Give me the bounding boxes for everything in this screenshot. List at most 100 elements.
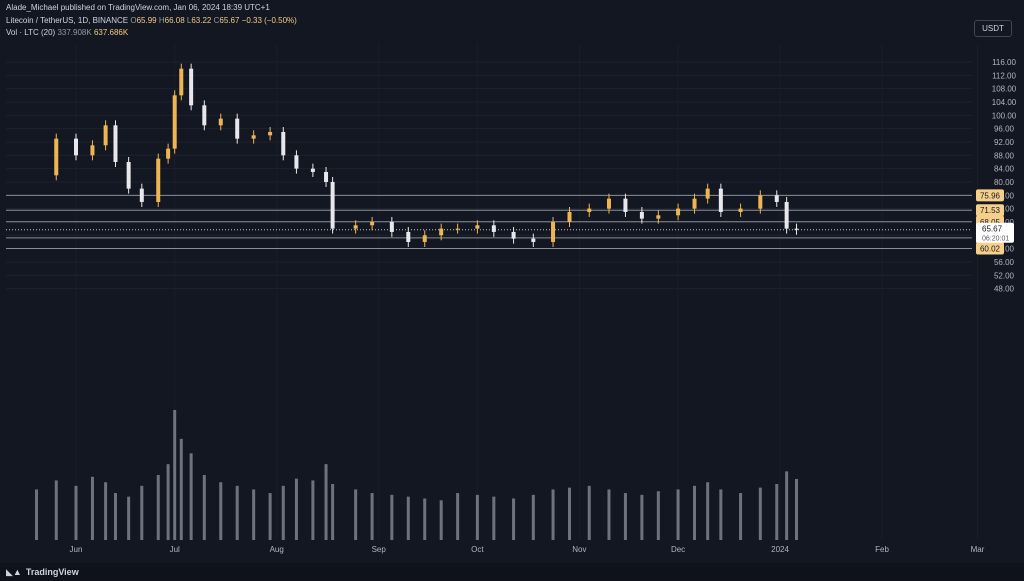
volume-bar <box>531 494 535 540</box>
candle-body <box>422 235 427 242</box>
y-tick-label: 88.00 <box>994 151 1015 160</box>
volume-bar <box>354 489 358 540</box>
brand-label: TradingView <box>25 567 79 577</box>
volume-bar <box>706 482 710 540</box>
candle-body <box>491 225 496 232</box>
y-tick-label: 76.00 <box>994 191 1015 200</box>
volume-bar <box>785 471 789 540</box>
volume-bar <box>311 480 315 540</box>
candle-body <box>738 208 743 212</box>
candle-body <box>606 198 611 209</box>
x-tick-label: Jun <box>70 545 83 554</box>
y-tick-label: 72.00 <box>994 205 1015 214</box>
x-tick-label: 2024 <box>771 545 789 554</box>
volume-bar <box>202 475 206 540</box>
volume-bar <box>219 482 223 540</box>
candle-body <box>794 228 799 230</box>
close-label: C <box>213 16 220 25</box>
candles-layer <box>54 63 799 247</box>
y-tick-label: 80.00 <box>994 178 1015 187</box>
volume-line: Vol · LTC (20) 337.908K 637.686K <box>6 28 128 37</box>
volume-bar <box>189 453 193 540</box>
tradingview-brand[interactable]: ◣▲ TradingView <box>6 567 79 578</box>
volume-bar <box>475 494 479 540</box>
volume-bar <box>406 496 410 540</box>
ohlc-line: Litecoin / TetherUS, 1D, BINANCE O65.99 … <box>6 16 297 25</box>
volume-bar <box>390 494 394 540</box>
candle-body <box>406 231 411 242</box>
level-badge-label: 71.53 <box>980 206 1001 215</box>
price-chart[interactable]: 116.00 112.00 108.00 104.00 100.00 96.00 92.00… <box>0 0 1024 563</box>
y-tick-label: 92.00 <box>994 138 1015 147</box>
y-tick-label: 100.00 <box>992 111 1017 120</box>
high-label: H <box>158 16 165 25</box>
y-tick-label: 52.00 <box>994 271 1015 280</box>
candle-body <box>439 228 444 236</box>
candle-body <box>235 118 240 139</box>
volume-bar <box>423 498 427 540</box>
level-badge-label: 60.02 <box>980 245 1001 254</box>
y-tick-label: 84.00 <box>994 165 1015 174</box>
volume-layer <box>35 410 799 540</box>
candle-body <box>189 68 194 106</box>
close-value: 65.67 <box>219 16 240 25</box>
candle-body <box>202 105 207 126</box>
volume-bar <box>623 493 627 540</box>
volume-bar <box>640 494 644 540</box>
volume-bar <box>324 464 328 540</box>
volume-bar <box>235 485 239 540</box>
candle-body <box>179 68 184 96</box>
volume-bar <box>268 493 272 540</box>
volume-bar <box>551 489 555 540</box>
volume-bar <box>607 489 611 540</box>
currency-chip[interactable]: USDT <box>974 20 1012 37</box>
level-badge <box>976 204 1004 217</box>
volume-bar <box>179 438 183 540</box>
y-tick-label: 68.00 <box>994 218 1015 227</box>
volume-bar <box>587 485 591 540</box>
volume-bar <box>156 475 160 540</box>
candle-body <box>511 231 516 239</box>
volume-label: Vol · LTC (20) <box>6 28 56 37</box>
candle-body <box>54 138 59 176</box>
volume-bar <box>568 487 571 540</box>
countdown-label: 06:20:01 <box>982 236 1009 243</box>
volume-bar <box>656 491 660 540</box>
level-badge-label: 68.05 <box>980 218 1001 227</box>
y-tick-label: 104.00 <box>992 98 1017 107</box>
volume-bar <box>331 484 335 540</box>
candle-body <box>784 201 789 229</box>
candle-body <box>156 158 161 202</box>
volume-value-2: 637.686K <box>93 28 129 37</box>
volume-bar <box>492 496 496 540</box>
volume-bar <box>456 493 460 540</box>
candle-body <box>676 208 681 216</box>
y-tick-label: 108.00 <box>992 85 1017 94</box>
candle-body <box>218 118 223 126</box>
candle-body <box>639 211 644 219</box>
candle-body <box>551 221 556 242</box>
x-tick-label: Sep <box>372 545 387 554</box>
publisher-line: Alade_Michael published on TradingView.c… <box>6 3 270 12</box>
candle-body <box>455 228 460 230</box>
candle-body <box>623 198 628 212</box>
y-tick-label: 96.00 <box>994 125 1015 134</box>
volume-bar <box>54 480 58 540</box>
low-value: 63.22 <box>191 16 212 25</box>
volume-bar <box>74 485 78 540</box>
y-tick-label: 112.00 <box>992 71 1016 80</box>
volume-bar <box>294 478 298 540</box>
volume-bar <box>140 485 144 540</box>
low-label: L <box>186 16 192 25</box>
candle-body <box>324 171 329 182</box>
horizontal-levels <box>6 194 972 250</box>
volume-bar <box>281 485 285 540</box>
x-tick-label: Jul <box>170 545 180 554</box>
volume-bar <box>173 410 177 540</box>
y-tick-label: 116.00 <box>992 58 1016 67</box>
y-tick-label: 56.00 <box>994 258 1015 267</box>
tradingview-logo-icon: ◣▲ <box>6 567 22 577</box>
candle-body <box>567 211 572 222</box>
level-badge <box>976 189 1004 202</box>
volume-bar <box>739 493 743 540</box>
